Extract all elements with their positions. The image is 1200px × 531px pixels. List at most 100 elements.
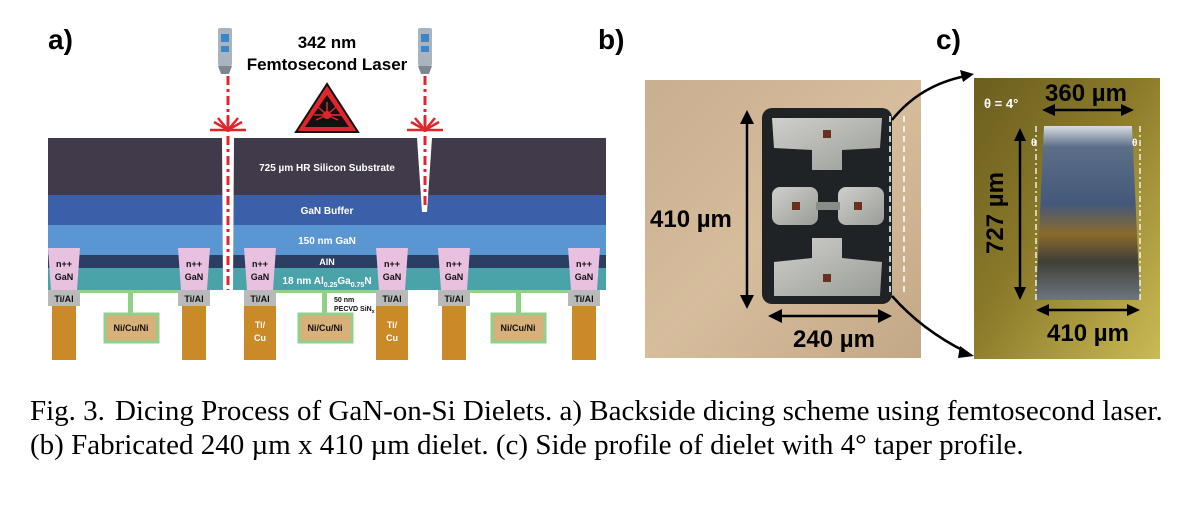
zoom-arrow-top [960, 70, 974, 82]
cu-pillar-3 [244, 306, 276, 360]
bottom-width-label: 410 µm [1047, 320, 1129, 347]
laser-trench-left [222, 138, 234, 290]
ngan-label-5a: n++ [446, 259, 462, 269]
dielet-height-label: 410 µm [650, 206, 732, 233]
ngan-contacts [48, 248, 600, 290]
figure-number: Fig. 3. [30, 395, 105, 427]
dielet-pad-top [772, 118, 882, 170]
theta-right-label: θ [1132, 138, 1137, 149]
laser-type: Femtosecond Laser [247, 55, 408, 74]
ngan-label-1b: GaN [55, 272, 74, 282]
dimension-arrow-bottom-width [1036, 304, 1140, 316]
tial-label-2: Ti/Al [184, 294, 203, 304]
panel-a-diagram: 725 µm HR Silicon Substrate GaN Buffer 1… [48, 28, 606, 360]
probe-mark-4 [823, 274, 831, 282]
probe-mark-3 [854, 202, 862, 210]
cu-pillar-2 [182, 306, 206, 360]
tial-label-5: Ti/Al [444, 294, 463, 304]
probe-mark-1 [823, 130, 831, 138]
tial-pads [48, 290, 600, 306]
nicuni-pads [80, 290, 568, 344]
ngan-label-2a: n++ [186, 259, 202, 269]
tial-pad-1 [48, 290, 80, 306]
tial-pad-5 [438, 290, 470, 306]
tial-label-1: Ti/Al [54, 294, 73, 304]
ngan-label-5b: GaN [445, 272, 464, 282]
gan-layer [48, 225, 606, 255]
dimension-arrow-top-width [1042, 104, 1134, 116]
panel-b-photo: 410 µm 240 µm [645, 70, 974, 358]
ngan-contact-4 [376, 248, 408, 290]
gate-stem-3 [516, 290, 521, 314]
panel-label-a: a) [48, 24, 73, 55]
laser-head-right [418, 28, 432, 74]
ticu-label-3b: Cu [254, 333, 266, 343]
probe-mark-2 [792, 202, 800, 210]
dielet-gate-link [816, 202, 840, 210]
laser-burst-left [210, 115, 246, 132]
panel-label-b: b) [598, 24, 625, 55]
ngan-labels: n++ GaN n++ GaN n++ GaN n++ GaN n++ GaN … [55, 259, 594, 282]
panel-c-photo: θ = 4° θ θ 360 µm 410 µm 727 µm [974, 78, 1160, 359]
taper-angle-label: θ = 4° [984, 96, 1018, 111]
nicuni-pad-3 [490, 312, 547, 344]
ngan-contact-6 [568, 248, 600, 290]
ticu-label-4a: Ti/ [387, 320, 398, 330]
ngan-label-2b: GaN [185, 272, 204, 282]
gan-label: 150 nm GaN [298, 236, 356, 247]
ngan-label-1a: n++ [56, 259, 72, 269]
tial-pad-2 [178, 290, 210, 306]
ngan-contact-3 [244, 248, 276, 290]
cu-pillar-5 [442, 306, 466, 360]
dielet-side-profile [1036, 126, 1140, 300]
laser-warning-icon [294, 82, 360, 133]
ngan-contact-1 [48, 248, 80, 290]
tial-label-6: Ti/Al [574, 294, 593, 304]
laser-head-left [218, 28, 232, 74]
algan-label: 18 nm Al0.25Ga0.75N [282, 276, 371, 289]
zoom-arc-top [891, 74, 967, 121]
tial-pad-3 [244, 290, 276, 306]
nicuni-label-3: Ni/Cu/Ni [501, 323, 536, 333]
substrate-label: 725 µm HR Silicon Substrate [259, 163, 395, 174]
ngan-label-6b: GaN [575, 272, 594, 282]
aln-label: AlN [319, 257, 335, 267]
height-c-label: 727 µm [982, 172, 1009, 254]
laser-burst-right [407, 115, 443, 132]
dimension-arrow-width [768, 309, 892, 323]
dielet-pad-bottom [774, 238, 882, 296]
panel-label-c: c) [936, 24, 961, 55]
nicuni-label-1: Ni/Cu/Ni [114, 323, 149, 333]
pecvd-label-2: PECVD SiNx [334, 306, 375, 315]
gate-stem-1 [128, 290, 133, 314]
ngan-contact-5 [438, 248, 470, 290]
dielet-width-label: 240 µm [793, 326, 875, 353]
tial-pad-4 [376, 290, 408, 306]
buffer-label: GaN Buffer [301, 206, 354, 217]
ngan-contact-2 [178, 248, 210, 290]
nicuni-label-2: Ni/Cu/Ni [308, 323, 343, 333]
zoom-arc-bottom [891, 295, 967, 354]
figure-caption: Fig. 3. Dicing Process of GaN-on-Si Diele… [30, 394, 1170, 462]
figure-caption-text: Dicing Process of GaN-on-Si Dielets. a) … [30, 395, 1163, 461]
copper-pillars [52, 306, 596, 360]
dimension-arrow-height-c [1014, 128, 1026, 300]
pecvd-label-1: 50 nm [334, 297, 354, 304]
nicuni-pad-2 [297, 312, 354, 344]
gate-stem-2 [322, 290, 327, 314]
ticu-label-3a: Ti/ [255, 320, 266, 330]
sin-passivation [80, 290, 178, 293]
nicuni-pad-1 [103, 312, 160, 344]
cu-pillar-1 [52, 306, 76, 360]
ngan-label-3b: GaN [251, 272, 270, 282]
laser-wavelength: 342 nm [298, 33, 357, 52]
sin-passivation-2 [276, 290, 376, 293]
tial-pad-6 [568, 290, 600, 306]
sin-passivation-3 [470, 290, 568, 293]
dimension-arrow-height [740, 110, 754, 309]
ticu-label-4b: Cu [386, 333, 398, 343]
zoom-arrow-bottom [958, 346, 974, 358]
tial-label-4: Ti/Al [382, 294, 401, 304]
substrate-layer [48, 138, 606, 195]
ngan-label-4a: n++ [384, 259, 400, 269]
